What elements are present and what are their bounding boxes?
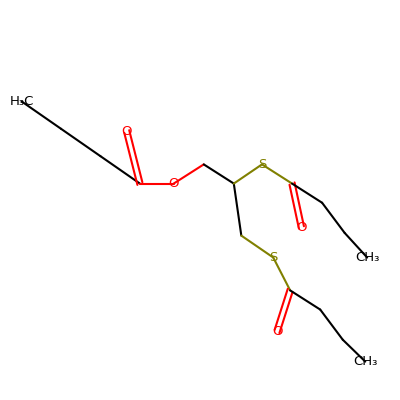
Text: O: O	[122, 125, 132, 138]
Text: O: O	[296, 221, 307, 234]
Text: O: O	[272, 325, 282, 338]
Text: CH₃: CH₃	[355, 251, 379, 264]
Text: H₃C: H₃C	[9, 95, 34, 108]
Text: O: O	[168, 177, 179, 190]
Text: S: S	[269, 251, 278, 264]
Text: CH₃: CH₃	[353, 355, 378, 368]
Text: S: S	[258, 158, 266, 171]
